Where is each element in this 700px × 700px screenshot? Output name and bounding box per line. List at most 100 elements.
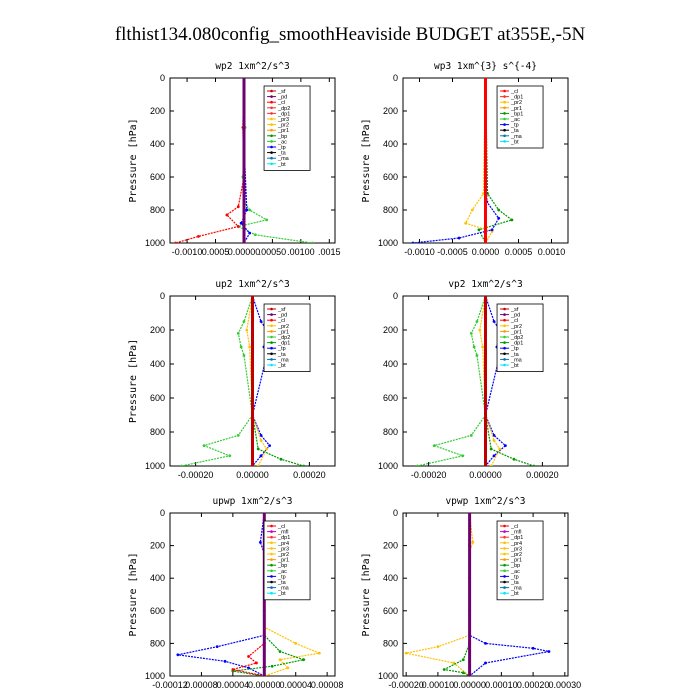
legend-marker [270,530,273,533]
legend-entry: _pr1 [277,329,289,335]
x-tick-label: 0.00020 [526,470,559,480]
legend-entry: _ac [510,117,520,123]
data-point [179,464,183,466]
x-tick-label: .0015 [318,247,341,257]
y-tick-label: 200 [150,106,165,116]
data-point [251,296,254,298]
x-tick-label: 0.00000 [236,470,269,480]
data-point [442,668,446,671]
panel-title: wp2 1xm^2/s^3 [215,61,289,72]
y-axis-label: Pressure [hPa] [361,552,372,636]
legend-marker [270,330,273,333]
y-tick-label: 400 [383,573,398,583]
legend-entry: _dp2 [277,335,290,341]
legend-marker [270,569,273,573]
data-point [484,142,487,146]
y-tick-label: 0 [160,73,165,83]
data-point [251,464,254,466]
legend-entry: _pd [277,95,287,101]
data-point [477,228,481,232]
data-point [245,208,249,212]
data-point [248,345,252,349]
legend-entry: _tp [510,123,519,129]
x-tick-label: 0.00010 [422,680,455,690]
legend-entry: _dp1 [277,341,290,347]
panel-title: wp3 1xm^{3} s^{-4} [434,61,537,72]
data-point [489,464,493,466]
data-point [242,142,246,146]
legend-marker [270,346,273,350]
legend-entry: _ta [510,352,520,358]
data-point [268,444,271,447]
series-line-pr1 [464,78,493,243]
x-tick-label: 0.00010 [485,680,518,690]
y-tick-label: 400 [383,139,398,149]
legend-entry: _ta [277,151,287,157]
data-point [457,236,461,240]
legend-entry: _cl [510,524,518,530]
legend-marker [270,586,273,589]
data-point [255,661,258,665]
data-point [251,328,254,332]
data-point [247,655,250,658]
legend-entry: _ma [510,357,523,363]
data-point [484,296,487,298]
data-point [411,241,415,243]
chart-panel-1: wp2 1xm^2/s^3 Pressure [hPa] 0 200 400 600 800… [128,61,341,257]
series-group [174,78,314,243]
data-point [464,221,468,225]
y-axis-label: Pressure [hPa] [128,339,139,423]
x-tick-label: 0.00000 [469,470,502,480]
data-point [262,642,266,645]
y-tick-label: 600 [383,393,398,403]
legend-entry: _ta [510,580,520,586]
x-tick-label: -0.0005 [437,247,468,257]
data-point [471,540,475,544]
data-point [461,658,465,662]
panel-title: vp2 1xm^2/s^3 [448,279,522,290]
y-tick-label: 800 [383,427,398,437]
data-point [279,457,283,461]
series-line-cl [232,513,265,676]
legend-marker [270,95,273,98]
data-point [404,651,408,655]
legend-marker [503,335,506,339]
legend-entry: _tp [277,574,286,580]
data-point [484,78,487,80]
data-point [492,454,496,458]
y-tick-label: 400 [150,359,165,369]
legend-entry: _sf [510,307,519,313]
legend-entry: _pr3 [277,546,289,552]
y-tick-label: 800 [383,205,398,215]
plot-frame [402,512,569,677]
data-point [242,175,246,179]
legend-entry: _dp2 [510,335,523,341]
legend-marker [270,307,273,311]
x-tick-label: 0.00020 [517,680,550,690]
legend-entry: _bt [277,162,286,168]
x-tick-label: 0.00000 [228,247,261,257]
data-point [489,447,493,451]
data-point [215,645,219,649]
plot-frame [169,512,336,677]
legend-entry: _pr4 [277,541,289,547]
data-point [236,332,240,335]
series-line-pr2 [406,513,474,676]
y-axis-label: Pressure [hPa] [128,118,139,202]
data-point [531,646,535,650]
legend-entry: _pr1 [510,329,522,335]
data-point [472,345,476,349]
legend-entry: _cl [277,100,285,106]
y-tick-label: 0 [160,508,165,518]
legend-entry: _pr3 [510,546,522,552]
legend-marker [503,552,506,556]
legend-marker [503,558,506,561]
legend-entry: _pr2 [277,324,289,330]
data-point [265,447,269,451]
data-point [468,674,472,676]
data-point [231,668,235,671]
data-point [225,213,229,217]
data-point [245,328,249,332]
legend-entry: _ta [277,580,287,586]
x-tick-label: -0.0010 [172,247,203,257]
